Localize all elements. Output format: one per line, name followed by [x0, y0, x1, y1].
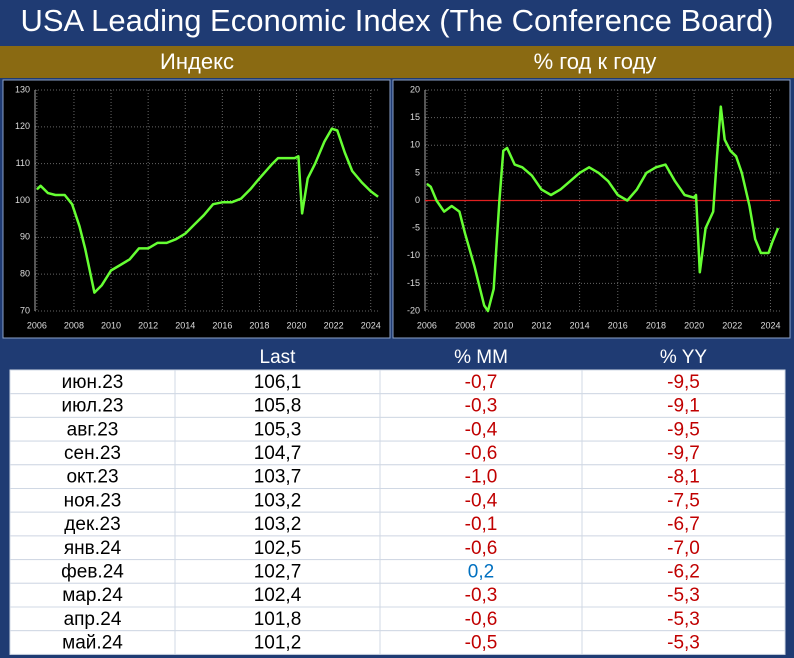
table-cell: -5,3 — [667, 585, 700, 606]
table-cell: -9,1 — [667, 396, 700, 417]
table-cell: 101,8 — [254, 609, 302, 630]
x-tick-label: 2008 — [64, 320, 84, 330]
table-header: % MM — [454, 347, 508, 368]
x-tick-label: 2018 — [249, 320, 269, 330]
y-tick-label: 80 — [20, 269, 30, 279]
x-tick-label: 2022 — [722, 320, 742, 330]
table-cell: дек.23 — [64, 514, 120, 535]
table-cell: 103,2 — [254, 514, 302, 535]
table-cell: 0,2 — [468, 561, 494, 582]
table-cell: мар.24 — [62, 585, 123, 606]
table-cell: 105,3 — [254, 419, 302, 440]
table-cell: май.24 — [62, 633, 123, 654]
table-cell: фев.24 — [61, 561, 124, 582]
table-cell: -9,7 — [667, 443, 700, 464]
table-cell: 101,2 — [254, 633, 302, 654]
table-header: Last — [260, 347, 297, 368]
table-cell: -7,0 — [667, 538, 700, 559]
y-tick-label: -15 — [407, 278, 420, 288]
y-tick-label: 15 — [410, 112, 420, 122]
y-tick-label: -10 — [407, 250, 420, 260]
table-cell: 102,4 — [254, 585, 302, 606]
table-cell: авг.23 — [67, 419, 119, 440]
table-cell: -9,5 — [667, 419, 700, 440]
x-tick-label: 2024 — [361, 320, 381, 330]
table-cell: -7,5 — [667, 490, 700, 511]
x-tick-label: 2006 — [417, 320, 437, 330]
x-tick-label: 2014 — [570, 320, 590, 330]
subheader-bar — [0, 46, 794, 78]
table-cell: -6,2 — [667, 561, 700, 582]
table-header: % YY — [660, 347, 708, 368]
data-line — [36, 127, 379, 294]
table-cell: янв.24 — [64, 538, 122, 559]
plot-frame — [2, 79, 391, 339]
table-cell: 106,1 — [254, 372, 302, 393]
table-cell: 102,7 — [254, 561, 302, 582]
table-cell: окт.23 — [66, 467, 118, 488]
table-cell: июн.23 — [62, 372, 124, 393]
x-tick-label: 2010 — [101, 320, 121, 330]
table-cell: апр.24 — [64, 609, 122, 630]
chart-title: Индекс — [160, 49, 234, 74]
table-cell: -0,6 — [465, 609, 498, 630]
table-cell: 103,2 — [254, 490, 302, 511]
y-tick-label: 130 — [15, 84, 30, 94]
y-tick-label: 0 — [415, 195, 420, 205]
table-cell: -0,3 — [465, 396, 498, 417]
x-tick-label: 2020 — [684, 320, 704, 330]
x-tick-label: 2006 — [27, 320, 47, 330]
x-tick-label: 2012 — [138, 320, 158, 330]
y-tick-label: -20 — [407, 305, 420, 315]
x-tick-label: 2024 — [760, 320, 780, 330]
y-tick-label: 110 — [16, 158, 30, 168]
table-cell: -0,7 — [465, 372, 498, 393]
table-cell: -0,6 — [465, 443, 498, 464]
table-cell: ноя.23 — [64, 490, 122, 511]
table-cell: -0,4 — [465, 490, 498, 511]
table-cell: 103,7 — [254, 467, 302, 488]
table-cell: -0,5 — [465, 633, 498, 654]
x-tick-label: 2020 — [287, 320, 307, 330]
x-tick-label: 2010 — [493, 320, 513, 330]
x-tick-label: 2014 — [175, 320, 195, 330]
y-tick-label: 20 — [410, 84, 420, 94]
x-tick-label: 2016 — [212, 320, 232, 330]
y-tick-label: 70 — [20, 305, 30, 315]
table-cell: -9,5 — [667, 372, 700, 393]
table-cell: -1,0 — [465, 467, 498, 488]
y-tick-label: -5 — [412, 223, 420, 233]
table-cell: 102,5 — [254, 538, 302, 559]
x-tick-label: 2018 — [646, 320, 666, 330]
title-bar — [0, 0, 794, 45]
plot-frame — [392, 79, 791, 339]
table-cell: -5,3 — [667, 609, 700, 630]
table-cell: 104,7 — [254, 443, 302, 464]
y-tick-label: 5 — [415, 167, 420, 177]
x-tick-label: 2022 — [324, 320, 344, 330]
y-tick-label: 90 — [20, 232, 30, 242]
x-tick-label: 2012 — [531, 320, 551, 330]
table-cell: сен.23 — [64, 443, 121, 464]
table-cell: 105,8 — [254, 396, 302, 417]
y-tick-label: 10 — [410, 140, 420, 150]
table-cell: -0,6 — [465, 538, 498, 559]
page-title: USA Leading Economic Index (The Conferen… — [20, 3, 773, 38]
table-cell: -5,3 — [667, 633, 700, 654]
y-tick-label: 120 — [15, 121, 30, 131]
table-cell: -6,7 — [667, 514, 700, 535]
y-tick-label: 100 — [15, 195, 30, 205]
table-cell: -0,4 — [465, 419, 498, 440]
x-tick-label: 2008 — [455, 320, 475, 330]
table-cell: -0,3 — [465, 585, 498, 606]
x-tick-label: 2016 — [608, 320, 628, 330]
table-cell: июл.23 — [62, 396, 124, 417]
data-line — [426, 105, 780, 313]
chart-title: % год к году — [534, 49, 657, 74]
table-cell: -0,1 — [465, 514, 498, 535]
table-cell: -8,1 — [667, 467, 700, 488]
